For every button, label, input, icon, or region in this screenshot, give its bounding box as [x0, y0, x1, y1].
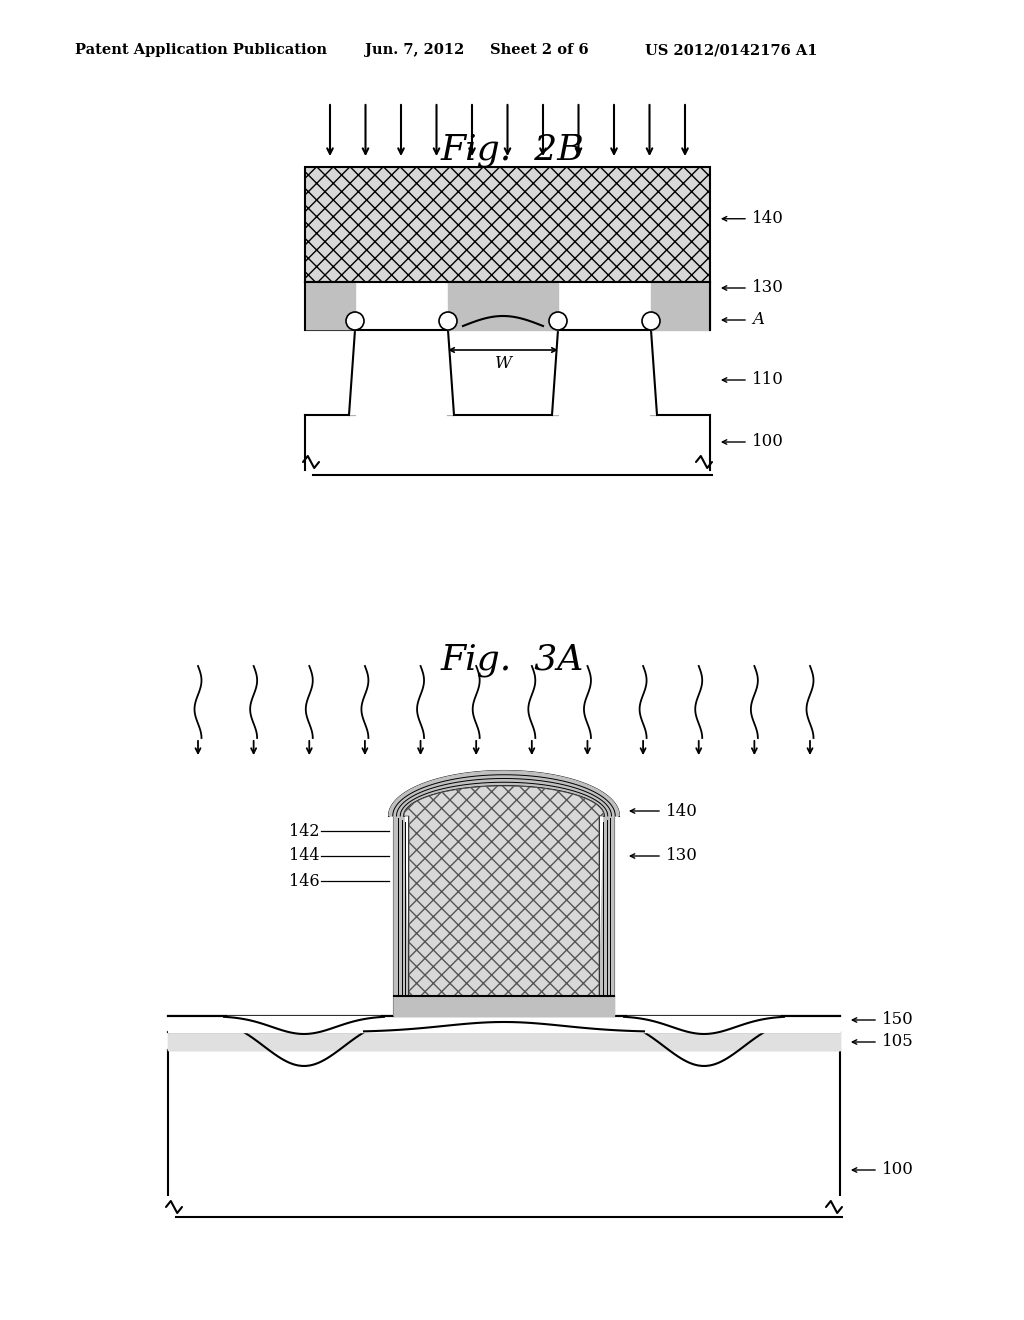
- Bar: [305, 168, 710, 282]
- Text: Jun. 7, 2012: Jun. 7, 2012: [365, 44, 464, 57]
- Text: A: A: [752, 312, 764, 329]
- Polygon shape: [168, 1032, 840, 1049]
- Polygon shape: [552, 330, 657, 414]
- Text: 146: 146: [289, 873, 319, 890]
- Polygon shape: [389, 771, 618, 1016]
- Polygon shape: [449, 282, 558, 330]
- Polygon shape: [349, 330, 454, 414]
- Polygon shape: [305, 282, 355, 330]
- Text: 144: 144: [289, 847, 319, 865]
- Polygon shape: [168, 1016, 840, 1049]
- Text: 100: 100: [882, 1162, 913, 1179]
- Text: 140: 140: [752, 210, 784, 227]
- Text: 105: 105: [882, 1034, 913, 1051]
- Circle shape: [642, 312, 660, 330]
- Text: Sheet 2 of 6: Sheet 2 of 6: [490, 44, 589, 57]
- Text: W: W: [495, 355, 512, 372]
- Text: 150: 150: [882, 1011, 913, 1028]
- Polygon shape: [168, 1032, 840, 1049]
- Polygon shape: [404, 785, 604, 1016]
- Polygon shape: [389, 771, 618, 1016]
- Text: Fig.  2B: Fig. 2B: [440, 133, 584, 168]
- Text: 140: 140: [666, 803, 698, 820]
- Circle shape: [549, 312, 567, 330]
- Text: 130: 130: [752, 280, 784, 297]
- Polygon shape: [168, 1016, 840, 1032]
- Circle shape: [439, 312, 457, 330]
- Text: 142: 142: [289, 822, 319, 840]
- Text: 100: 100: [752, 433, 784, 450]
- Circle shape: [346, 312, 364, 330]
- Text: Patent Application Publication: Patent Application Publication: [75, 44, 327, 57]
- Polygon shape: [651, 282, 710, 330]
- Polygon shape: [394, 997, 614, 1016]
- Polygon shape: [168, 1016, 840, 1032]
- Text: 110: 110: [752, 371, 784, 388]
- Text: 130: 130: [666, 847, 698, 865]
- Text: Fig.  3A: Fig. 3A: [440, 643, 584, 677]
- Text: US 2012/0142176 A1: US 2012/0142176 A1: [645, 44, 817, 57]
